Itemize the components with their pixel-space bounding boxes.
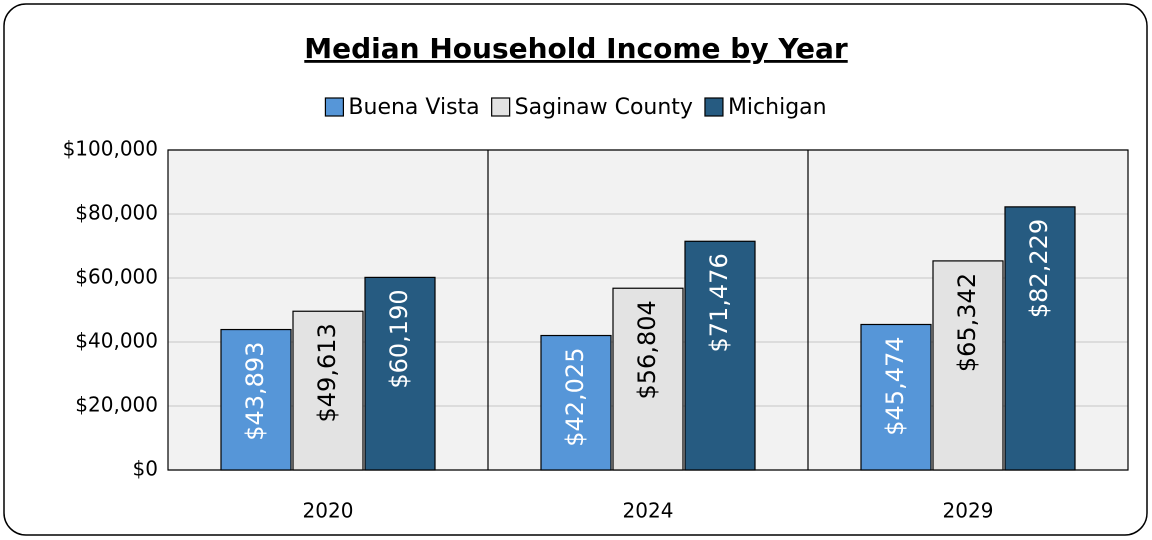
y-tick-label: $40,000 [75, 329, 158, 353]
bar [1004, 206, 1076, 471]
bar [364, 276, 436, 471]
bar [860, 323, 932, 471]
data-label: $71,476 [705, 253, 733, 352]
legend-swatch [704, 97, 724, 117]
chart-title: Median Household Income by Year [304, 32, 848, 65]
y-tick-label: $20,000 [75, 393, 158, 417]
x-tick-label: 2020 [303, 499, 354, 523]
data-label: $56,804 [633, 300, 661, 399]
bar [220, 328, 292, 471]
bar [684, 240, 756, 471]
data-label: $49,613 [313, 323, 341, 422]
bar [932, 260, 1004, 471]
bar [612, 287, 684, 471]
y-tick-label: $100,000 [63, 137, 158, 161]
data-label: $65,342 [953, 273, 981, 372]
legend: Buena Vista Saginaw County Michigan [324, 95, 827, 120]
bar [292, 310, 364, 471]
legend-label: Michigan [728, 95, 827, 120]
y-tick-label: $80,000 [75, 201, 158, 225]
legend-swatch [491, 97, 511, 117]
data-label: $45,474 [881, 336, 909, 435]
y-tick-label: $60,000 [75, 265, 158, 289]
data-label: $43,893 [241, 342, 269, 441]
legend-label: Buena Vista [348, 95, 479, 120]
x-tick-label: 2024 [623, 499, 674, 523]
legend-label: Saginaw County [515, 95, 693, 120]
legend-swatch [324, 97, 345, 117]
data-label: $60,190 [385, 289, 413, 388]
data-label: $42,025 [561, 348, 589, 447]
x-tick-label: 2029 [943, 499, 994, 523]
bar [540, 334, 612, 471]
data-label: $82,229 [1025, 219, 1053, 318]
y-tick-label: $0 [133, 457, 158, 481]
